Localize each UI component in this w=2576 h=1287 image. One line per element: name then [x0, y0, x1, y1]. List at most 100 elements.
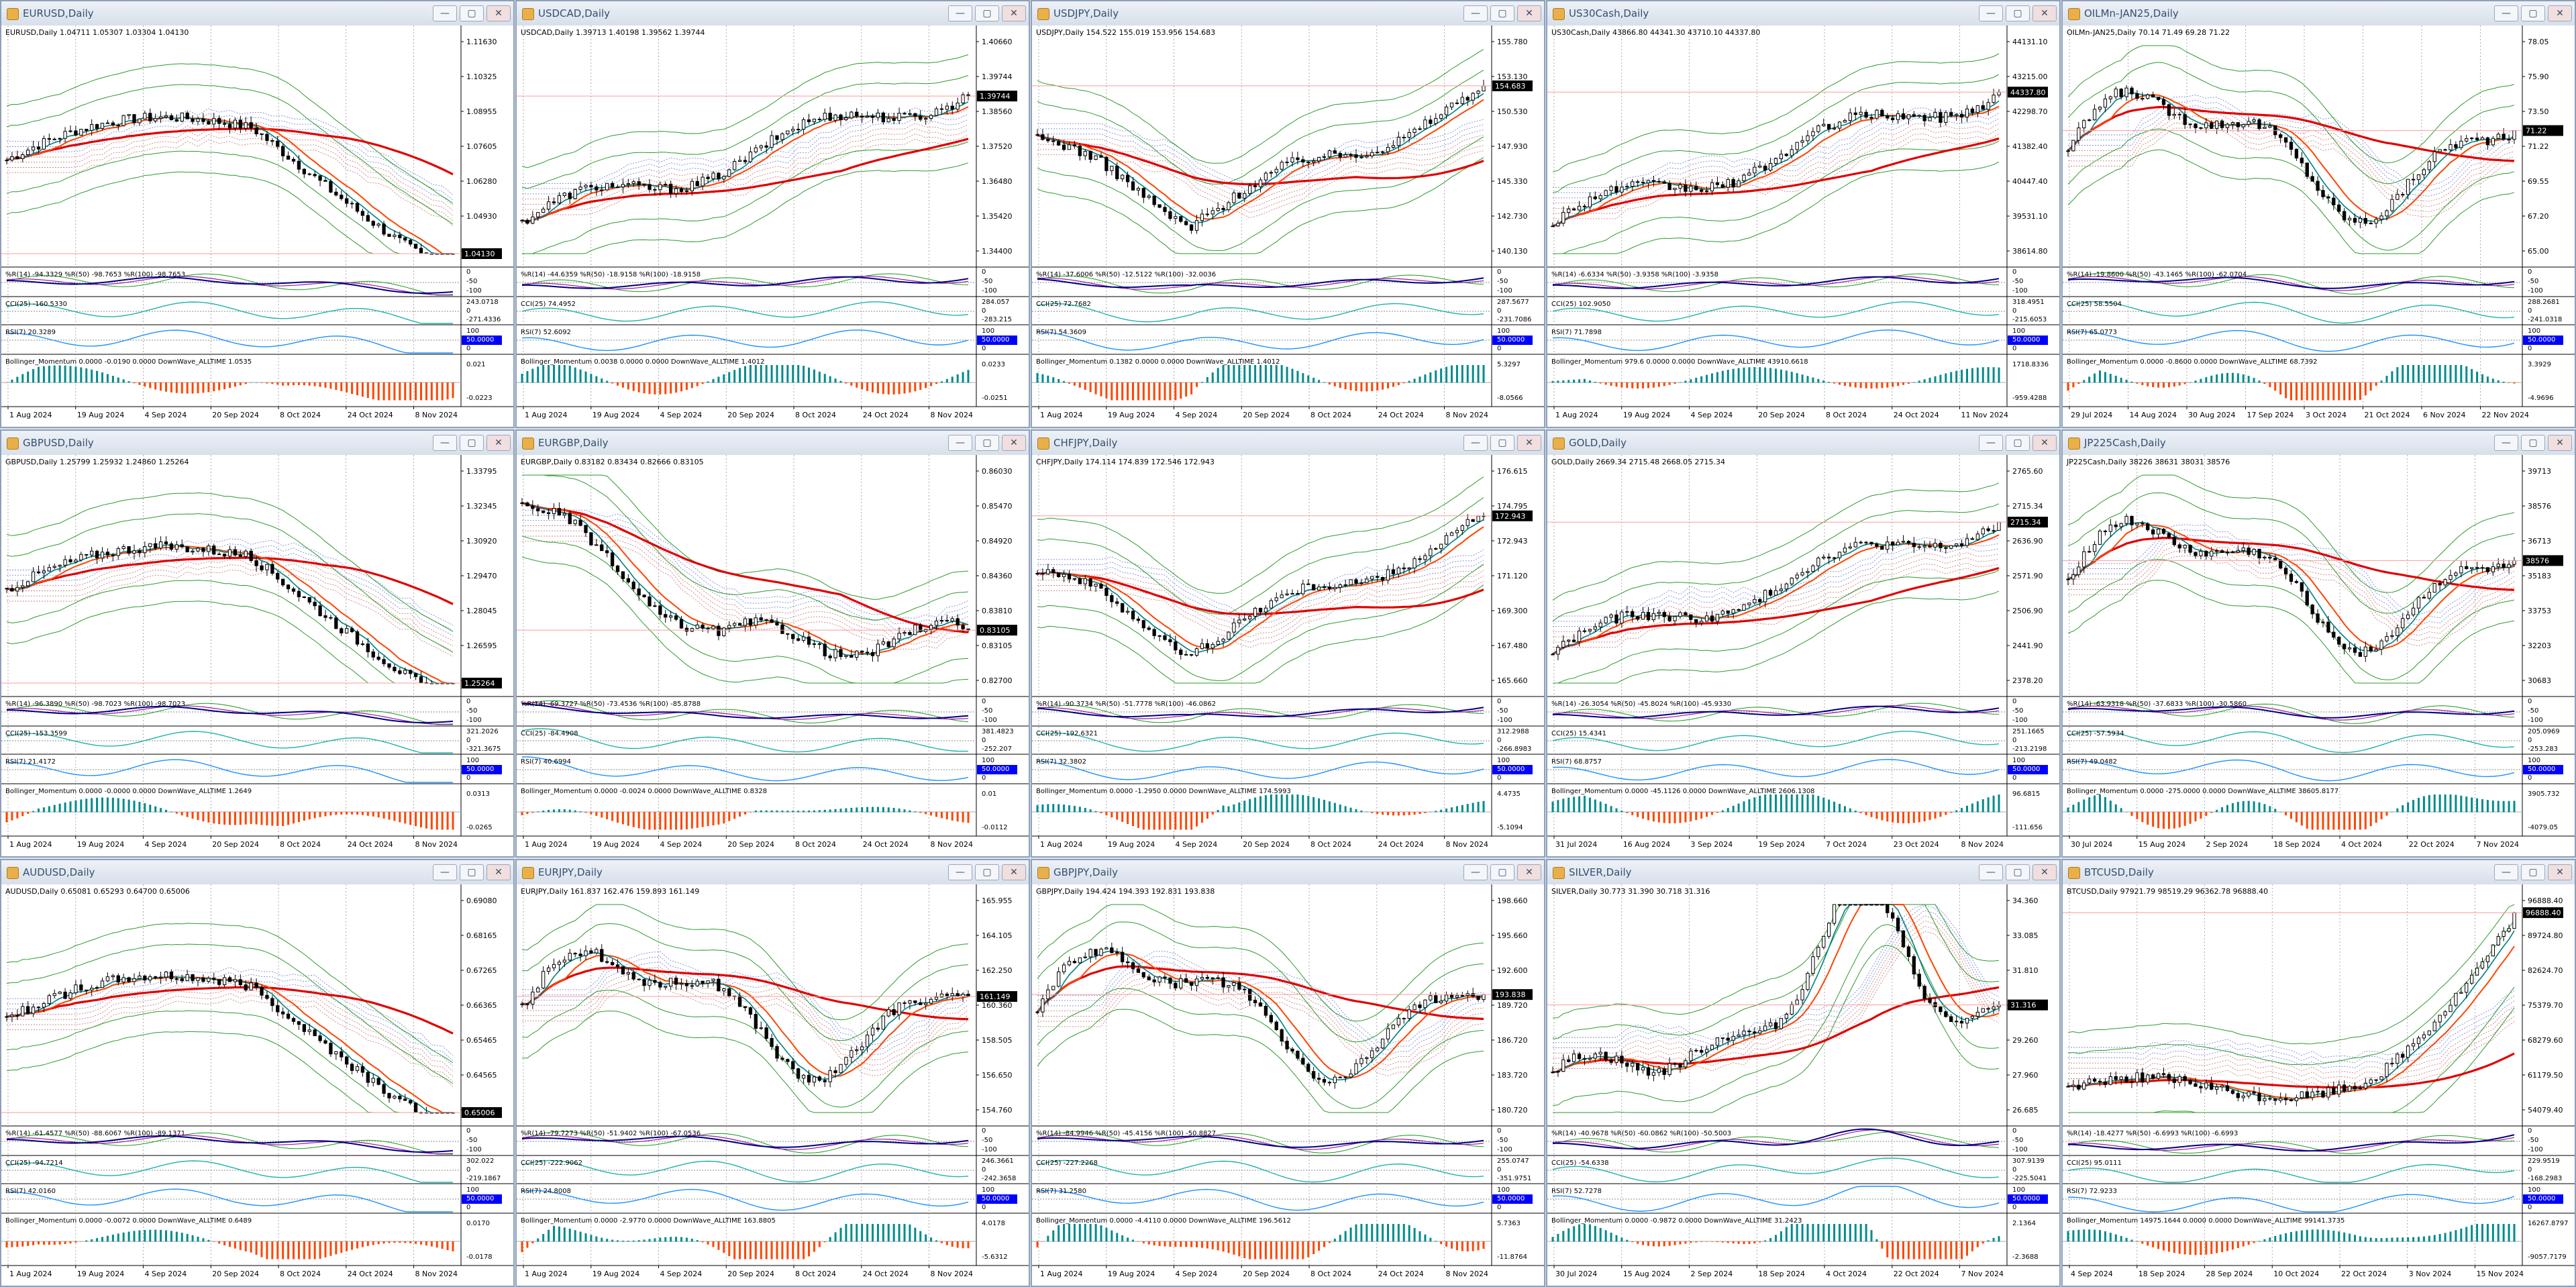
close-button[interactable]: ✕	[2548, 435, 2572, 451]
minimize-button[interactable]: —	[2494, 435, 2518, 451]
minimize-button[interactable]: —	[433, 5, 457, 21]
window-titlebar[interactable]: USDCAD,Daily — ▢ ✕	[517, 1, 1029, 26]
chart-plot-area[interactable]: EURGBP,Daily 0.83182 0.83434 0.82666 0.8…	[517, 455, 1029, 858]
maximize-button[interactable]: ▢	[2521, 864, 2545, 880]
minimize-button[interactable]: —	[1463, 5, 1488, 21]
cci-axis-label: 0	[982, 307, 986, 315]
minimize-button[interactable]: —	[2494, 5, 2518, 21]
price-axis-label: 1.38560	[982, 107, 1013, 116]
close-button[interactable]: ✕	[1002, 864, 1026, 880]
chart-window[interactable]: SILVER,Daily — ▢ ✕ SILVER,Daily 30.773 31.39…	[1546, 859, 2061, 1287]
chart-window[interactable]: US30Cash,Daily — ▢ ✕ US30Cash,Daily 43866.80…	[1546, 0, 2061, 428]
date-axis-label: 3 Oct 2024	[2306, 411, 2347, 419]
chart-window[interactable]: USDJPY,Daily — ▢ ✕ USDJPY,Daily 154.522 155.…	[1031, 0, 1545, 428]
chart-window[interactable]: GOLD,Daily — ▢ ✕ GOLD,Daily 2669.34 2715.48 …	[1546, 429, 2061, 858]
minimize-button[interactable]: —	[948, 864, 972, 880]
window-titlebar[interactable]: JP225Cash,Daily — ▢ ✕	[2063, 431, 2575, 456]
rsi-indicator-label: RSI(7) 71.7898	[1551, 329, 1602, 336]
chart-window[interactable]: GBPJPY,Daily — ▢ ✕ GBPJPY,Daily 194.424 194.…	[1031, 859, 1545, 1287]
minimize-icon: —	[1471, 8, 1480, 19]
maximize-button[interactable]: ▢	[2521, 5, 2545, 21]
price-axis-label: 1.07605	[466, 142, 497, 151]
close-button[interactable]: ✕	[486, 5, 511, 21]
close-button[interactable]: ✕	[1517, 435, 1541, 451]
window-titlebar[interactable]: AUDUSD,Daily — ▢ ✕	[1, 860, 513, 885]
chart-window[interactable]: GBPUSD,Daily — ▢ ✕ GBPUSD,Daily 1.25799 1.25…	[0, 429, 515, 858]
maximize-button[interactable]: ▢	[2006, 5, 2030, 21]
close-button[interactable]: ✕	[486, 435, 511, 451]
chart-plot-area[interactable]: GBPJPY,Daily 194.424 194.393 192.831 193…	[1032, 884, 1544, 1287]
close-button[interactable]: ✕	[1517, 5, 1541, 21]
close-button[interactable]: ✕	[1002, 435, 1026, 451]
close-button[interactable]: ✕	[486, 864, 511, 880]
window-titlebar[interactable]: BTCUSD,Daily — ▢ ✕	[2063, 860, 2575, 885]
close-button[interactable]: ✕	[2548, 864, 2572, 880]
close-button[interactable]: ✕	[2032, 864, 2057, 880]
chart-plot-area[interactable]: EURUSD,Daily 1.04711 1.05307 1.03304 1.0…	[1, 25, 513, 428]
chart-window[interactable]: EURJPY,Daily — ▢ ✕ EURJPY,Daily 161.837 162.…	[515, 859, 1030, 1287]
minimize-button[interactable]: —	[948, 435, 972, 451]
minimize-button[interactable]: —	[1979, 5, 2003, 21]
minimize-button[interactable]: —	[1463, 864, 1488, 880]
minimize-button[interactable]: —	[433, 864, 457, 880]
chart-window[interactable]: AUDUSD,Daily — ▢ ✕ AUDUSD,Daily 0.65081 0.65…	[0, 859, 515, 1287]
close-button[interactable]: ✕	[1517, 864, 1541, 880]
maximize-button[interactable]: ▢	[1490, 5, 1514, 21]
maximize-button[interactable]: ▢	[975, 435, 999, 451]
chart-window[interactable]: BTCUSD,Daily — ▢ ✕ BTCUSD,Daily 97921.79 985…	[2061, 859, 2576, 1287]
chart-plot-area[interactable]: AUDUSD,Daily 0.65081 0.65293 0.64700 0.6…	[1, 884, 513, 1287]
chart-plot-area[interactable]: CHFJPY,Daily 174.114 174.839 172.546 172…	[1032, 455, 1544, 858]
maximize-button[interactable]: ▢	[460, 435, 484, 451]
current-price-tag: 0.65006	[464, 1109, 495, 1117]
chart-plot-area[interactable]: USDJPY,Daily 154.522 155.019 153.956 154…	[1032, 25, 1544, 428]
window-titlebar[interactable]: EURJPY,Daily — ▢ ✕	[517, 860, 1029, 885]
window-titlebar[interactable]: EURGBP,Daily — ▢ ✕	[517, 431, 1029, 456]
rsi-axis-label: 50.0000	[982, 336, 1009, 344]
chart-window[interactable]: CHFJPY,Daily — ▢ ✕ CHFJPY,Daily 174.114 174.…	[1031, 429, 1545, 858]
maximize-button[interactable]: ▢	[460, 5, 484, 21]
date-axis-label: 14 Aug 2024	[2130, 411, 2177, 419]
window-titlebar[interactable]: US30Cash,Daily — ▢ ✕	[1547, 1, 2059, 26]
maximize-button[interactable]: ▢	[975, 5, 999, 21]
maximize-button[interactable]: ▢	[975, 864, 999, 880]
chart-window[interactable]: EURUSD,Daily — ▢ ✕ EURUSD,Daily 1.04711 1.05…	[0, 0, 515, 428]
chart-plot-area[interactable]: GOLD,Daily 2669.34 2715.48 2668.05 2715.…	[1547, 455, 2059, 858]
window-titlebar[interactable]: EURUSD,Daily — ▢ ✕	[1, 1, 513, 26]
maximize-button[interactable]: ▢	[2006, 435, 2030, 451]
maximize-button[interactable]: ▢	[2006, 864, 2030, 880]
maximize-button[interactable]: ▢	[1490, 435, 1514, 451]
minimize-button[interactable]: —	[1979, 864, 2003, 880]
chart-plot-area[interactable]: EURJPY,Daily 161.837 162.476 159.893 161…	[517, 884, 1029, 1287]
chart-window[interactable]: USDCAD,Daily — ▢ ✕ USDCAD,Daily 1.39713 1.40…	[515, 0, 1030, 428]
window-titlebar[interactable]: OILMn-JAN25,Daily — ▢ ✕	[2063, 1, 2575, 26]
window-titlebar[interactable]: GBPUSD,Daily — ▢ ✕	[1, 431, 513, 456]
chart-window[interactable]: EURGBP,Daily — ▢ ✕ EURGBP,Daily 0.83182 0.83…	[515, 429, 1030, 858]
chart-plot-area[interactable]: USDCAD,Daily 1.39713 1.40198 1.39562 1.3…	[517, 25, 1029, 428]
minimize-button[interactable]: —	[948, 5, 972, 21]
window-titlebar[interactable]: GBPJPY,Daily — ▢ ✕	[1032, 860, 1544, 885]
window-titlebar[interactable]: GOLD,Daily — ▢ ✕	[1547, 431, 2059, 456]
maximize-button[interactable]: ▢	[460, 864, 484, 880]
minimize-button[interactable]: —	[2494, 864, 2518, 880]
chart-plot-area[interactable]: SILVER,Daily 30.773 31.390 30.718 31.316…	[1547, 884, 2059, 1287]
chart-plot-area[interactable]: US30Cash,Daily 43866.80 44341.30 43710.1…	[1547, 25, 2059, 428]
window-titlebar[interactable]: SILVER,Daily — ▢ ✕	[1547, 860, 2059, 885]
chart-plot-area[interactable]: GBPUSD,Daily 1.25799 1.25932 1.24860 1.2…	[1, 455, 513, 858]
close-button[interactable]: ✕	[2032, 435, 2057, 451]
close-button[interactable]: ✕	[2032, 5, 2057, 21]
maximize-button[interactable]: ▢	[1490, 864, 1514, 880]
chart-plot-area[interactable]: BTCUSD,Daily 97921.79 98519.29 96362.78 …	[2063, 884, 2575, 1287]
chart-window[interactable]: JP225Cash,Daily — ▢ ✕ JP225Cash,Daily 38226 …	[2061, 429, 2576, 858]
minimize-button[interactable]: —	[1979, 435, 2003, 451]
close-button[interactable]: ✕	[1002, 5, 1026, 21]
window-titlebar[interactable]: CHFJPY,Daily — ▢ ✕	[1032, 431, 1544, 456]
maximize-button[interactable]: ▢	[2521, 435, 2545, 451]
close-button[interactable]: ✕	[2548, 5, 2572, 21]
chart-plot-area[interactable]: OILMn-JAN25,Daily 70.14 71.49 69.28 71.2…	[2063, 25, 2575, 428]
chart-plot-area[interactable]: JP225Cash,Daily 38226 38631 38031 38576 3…	[2063, 455, 2575, 858]
window-titlebar[interactable]: USDJPY,Daily — ▢ ✕	[1032, 1, 1544, 26]
momentum-axis-label: 2.1364	[2012, 1220, 2036, 1227]
minimize-button[interactable]: —	[1463, 435, 1488, 451]
chart-window[interactable]: OILMn-JAN25,Daily — ▢ ✕ OILMn-JAN25,Daily 70…	[2061, 0, 2576, 428]
minimize-button[interactable]: —	[433, 435, 457, 451]
